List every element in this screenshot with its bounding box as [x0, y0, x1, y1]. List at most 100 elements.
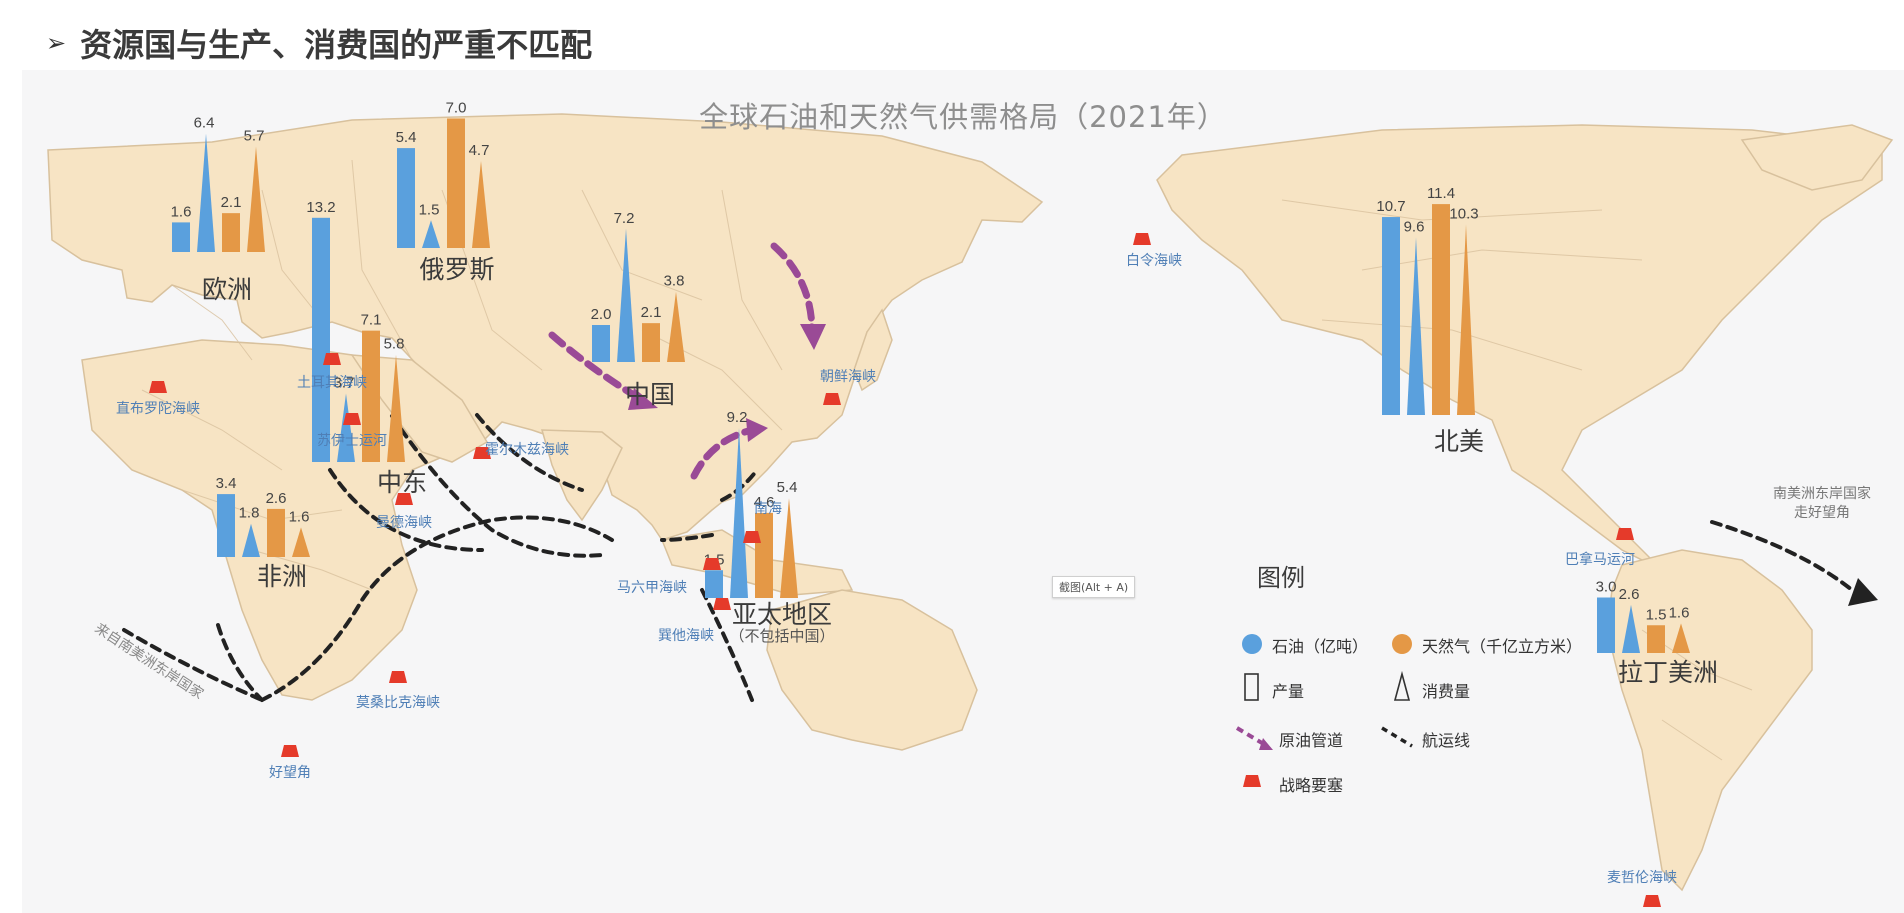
pipeline-arrow-1	[800, 324, 826, 350]
shipping-route-9	[1710, 520, 1854, 592]
shipping-routes	[122, 413, 1878, 702]
legend-oil-label: 石油（亿吨）	[1272, 637, 1369, 656]
pipeline-arrow-2	[746, 418, 768, 442]
shipping-route-5	[260, 515, 614, 702]
shipping-arrow-head	[1848, 578, 1878, 606]
gas-consumption-bar-1	[472, 161, 490, 248]
oil-consumption-bar-7	[1622, 604, 1640, 653]
gas-consumption-value-1: 4.7	[469, 142, 490, 159]
region-bars-7: 3.0 2.6 1.5 1.6	[1596, 579, 1690, 653]
chokepoint-icon-11	[389, 671, 407, 683]
pipeline-arrow-0	[628, 388, 658, 410]
region-bars-4: 3.41.8 2.61.6	[216, 475, 310, 557]
oil-consumption-value-1: 1.5	[419, 201, 440, 218]
pipeline-0	[548, 331, 646, 404]
oil-production-bar-1	[397, 148, 415, 248]
chokepoint-label-12: 好望角	[269, 765, 311, 781]
india-landmass	[540, 429, 623, 522]
gas-production-value-4: 2.6	[266, 490, 287, 507]
region-label-2: 中东	[376, 468, 428, 497]
legend-consumption-icon	[1393, 670, 1411, 701]
oil-consumption-bar-4	[242, 523, 260, 557]
region-bars-5: 1.59.24.65.4	[704, 409, 798, 598]
country-border-4	[581, 189, 703, 301]
region-bars-0: 1.6 6.4 2.1 5.7	[171, 115, 265, 252]
shipping-route-1	[328, 468, 484, 552]
gas-consumption-value-6: 10.3	[1449, 205, 1478, 222]
world-map-canvas: 1.6 6.4 2.1 5.7 5.4 1.5 7.0 4.7 13.2 3.7 7.15.8 2.0…	[22, 70, 1904, 913]
oil-production-value-0: 1.6	[171, 203, 192, 220]
region-label-1: 俄罗斯	[419, 255, 495, 284]
legend-production-label: 产量	[1272, 682, 1305, 701]
oil-consumption-value-3: 7.2	[614, 210, 635, 227]
chokepoint-icon-12	[281, 745, 299, 757]
country-border-1	[261, 189, 323, 321]
chokepoint-label-13: 麦哲伦海峡	[1607, 870, 1677, 886]
pipeline-1	[770, 242, 816, 336]
chokepoint-label-10: 巴拿马运河	[1565, 552, 1635, 568]
region-label-3: 中国	[624, 380, 676, 409]
oil-production-bar-2	[312, 217, 330, 462]
legend-production-icon	[1244, 673, 1259, 701]
chokepoint-label-9: 白令海峡	[1126, 253, 1182, 269]
arabia-landmass	[350, 354, 489, 463]
chokepoint-icon-13	[1643, 895, 1661, 907]
oil-consumption-bar-0	[197, 133, 215, 252]
chokepoint-icon-8	[823, 393, 841, 405]
chokepoint-label-11: 莫桑比克海峡	[356, 695, 440, 711]
oil-production-value-1: 5.4	[396, 129, 417, 146]
legend-consumption-label: 消费量	[1422, 682, 1471, 701]
japan-landmass	[853, 308, 893, 392]
gas-consumption-bar-3	[667, 291, 685, 362]
region-bars-6: 10.7 9.611.4 10.3	[1376, 185, 1479, 415]
chokepoint-label-5: 马六甲海峡	[617, 580, 687, 596]
region-label-5: 亚太地区	[731, 600, 833, 629]
chokepoint-icon-3	[473, 447, 491, 459]
gas-consumption-value-5: 5.4	[777, 479, 798, 496]
gas-production-value-5: 4.6	[754, 494, 775, 511]
greenland-landmass	[1740, 124, 1894, 191]
region-label-7: 拉丁美洲	[1617, 658, 1719, 687]
section-heading: ➢ 资源国与生产、消费国的严重不匹配	[46, 18, 592, 68]
gas-consumption-bar-4	[292, 527, 310, 557]
chokepoint-icon-4	[395, 493, 413, 505]
region-sublabel-5: （不包括中国）	[729, 627, 835, 645]
oil-consumption-bar-6	[1407, 237, 1425, 415]
gas-production-bar-0	[222, 213, 240, 252]
country-border-14	[1661, 719, 1723, 761]
region-bars-3: 2.0 7.2 2.13.8	[591, 210, 685, 362]
arrow-bullet-icon: ➢	[46, 29, 67, 57]
oil-production-bar-0	[172, 222, 190, 252]
gas-consumption-bar-0	[247, 146, 265, 252]
shipping-route-7	[216, 623, 264, 702]
oil-consumption-value-5: 9.2	[727, 409, 748, 426]
region-bars-1: 5.4 1.5 7.0 4.7	[396, 100, 490, 248]
gas-production-bar-2	[362, 330, 380, 462]
oil-production-bar-6	[1382, 217, 1400, 415]
oil-production-bar-7	[1597, 597, 1615, 653]
oil-production-value-6: 10.7	[1376, 198, 1405, 215]
chokepoint-icon-0	[149, 381, 167, 393]
chokepoint-label-3: 霍尔木兹海峡	[485, 442, 569, 458]
section-heading-text: 资源国与生产、消费国的严重不匹配	[80, 26, 593, 64]
gas-production-value-7: 1.5	[1646, 606, 1667, 623]
legend-pipeline-label: 原油管道	[1279, 731, 1344, 750]
gas-production-value-3: 2.1	[641, 304, 662, 321]
oil-consumption-bar-1	[422, 220, 440, 248]
gas-consumption-bar-7	[1672, 623, 1690, 653]
chokepoint-label-7: 南海	[754, 501, 782, 517]
chokepoint-label-4: 曼德海峡	[376, 515, 432, 531]
legend-gas-icon	[1392, 634, 1412, 654]
oil-consumption-value-4: 1.8	[239, 505, 260, 522]
gas-consumption-bar-6	[1457, 224, 1475, 415]
country-border-7	[141, 389, 283, 471]
gas-production-bar-6	[1432, 204, 1450, 415]
gas-consumption-value-2: 5.8	[384, 336, 405, 353]
oil-consumption-bar-3	[617, 228, 635, 362]
chokepoint-label-8: 朝鲜海峡	[820, 369, 876, 385]
country-border-11	[1321, 319, 1583, 371]
gas-consumption-value-0: 5.7	[244, 128, 265, 145]
region-label-0: 欧洲	[201, 275, 253, 304]
gas-production-bar-1	[447, 118, 465, 248]
chokepoint-label-6: 巽他海峡	[658, 628, 714, 644]
